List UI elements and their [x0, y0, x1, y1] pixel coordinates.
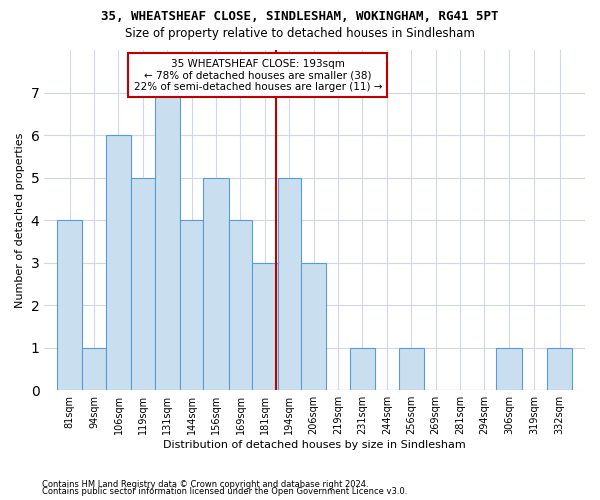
Text: Contains HM Land Registry data © Crown copyright and database right 2024.: Contains HM Land Registry data © Crown c… [42, 480, 368, 489]
Bar [180, 220, 203, 390]
Text: 35 WHEATSHEAF CLOSE: 193sqm
← 78% of detached houses are smaller (38)
22% of sem: 35 WHEATSHEAF CLOSE: 193sqm ← 78% of det… [134, 58, 382, 92]
Text: 35, WHEATSHEAF CLOSE, SINDLESHAM, WOKINGHAM, RG41 5PT: 35, WHEATSHEAF CLOSE, SINDLESHAM, WOKING… [101, 10, 499, 23]
Text: Contains public sector information licensed under the Open Government Licence v3: Contains public sector information licen… [42, 487, 407, 496]
Bar [350, 348, 375, 390]
Bar [106, 135, 131, 390]
Bar [229, 220, 252, 390]
Bar [252, 262, 278, 390]
Text: Size of property relative to detached houses in Sindlesham: Size of property relative to detached ho… [125, 28, 475, 40]
Bar [57, 220, 82, 390]
X-axis label: Distribution of detached houses by size in Sindlesham: Distribution of detached houses by size … [163, 440, 466, 450]
Y-axis label: Number of detached properties: Number of detached properties [15, 132, 25, 308]
Bar [496, 348, 521, 390]
Bar [398, 348, 424, 390]
Bar [82, 348, 106, 390]
Bar [155, 92, 180, 390]
Bar [301, 262, 326, 390]
Bar [547, 348, 572, 390]
Bar [203, 178, 229, 390]
Bar [131, 178, 155, 390]
Bar [278, 178, 301, 390]
